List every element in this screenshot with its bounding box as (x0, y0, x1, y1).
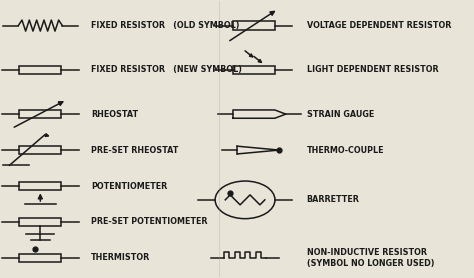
Text: RHEOSTAT: RHEOSTAT (91, 110, 138, 119)
Text: LIGHT DEPENDENT RESISTOR: LIGHT DEPENDENT RESISTOR (307, 65, 438, 74)
Bar (19, 182, 61, 190)
Bar (19, 66, 61, 74)
Bar (233, 66, 275, 74)
Text: THERMISTOR: THERMISTOR (91, 254, 150, 262)
Text: STRAIN GAUGE: STRAIN GAUGE (307, 110, 374, 119)
Text: PRE-SET RHEOSTAT: PRE-SET RHEOSTAT (91, 146, 178, 155)
Text: POTENTIOMETER: POTENTIOMETER (91, 182, 167, 190)
Bar (19, 110, 61, 118)
Bar (233, 21, 275, 30)
Text: NON-INDUCTIVE RESISTOR
(SYMBOL NO LONGER USED): NON-INDUCTIVE RESISTOR (SYMBOL NO LONGER… (307, 248, 434, 268)
Bar (19, 254, 61, 262)
Text: FIXED RESISTOR   (OLD SYMBOL): FIXED RESISTOR (OLD SYMBOL) (91, 21, 239, 30)
Text: VOLTAGE DEPENDENT RESISTOR: VOLTAGE DEPENDENT RESISTOR (307, 21, 451, 30)
Bar (19, 146, 61, 154)
Text: THERMO-COUPLE: THERMO-COUPLE (307, 146, 384, 155)
Text: BARRETTER: BARRETTER (307, 195, 360, 204)
Text: FIXED RESISTOR   (NEW SYMBOL): FIXED RESISTOR (NEW SYMBOL) (91, 65, 242, 74)
Text: PRE-SET POTENTIOMETER: PRE-SET POTENTIOMETER (91, 217, 208, 227)
Bar (19, 218, 61, 226)
